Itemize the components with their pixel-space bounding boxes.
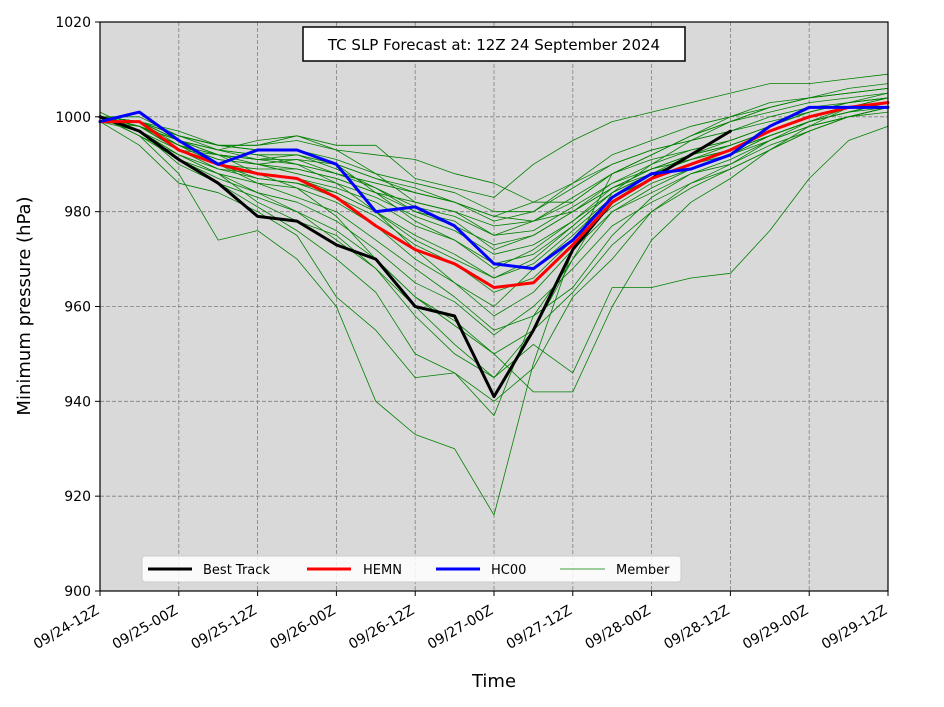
legend-label-hemn: HEMN	[363, 563, 402, 578]
member-line-23	[99, 97, 889, 217]
y-tick-label: 920	[64, 489, 91, 505]
member-lines	[99, 73, 889, 516]
x-axis: 09/24-12Z 09/25-00Z 09/25-12Z 09/26-00Z 09/2…	[31, 591, 890, 653]
x-tick-label: 09/27-00Z	[425, 603, 496, 653]
y-tick-label: 980	[64, 205, 91, 221]
member-line-27	[99, 97, 889, 246]
member-line-16	[99, 88, 889, 213]
member-line-19	[99, 102, 889, 317]
y-axis: 900 920 940 960 980 1000 1020	[55, 15, 100, 600]
x-tick-label: 09/29-00Z	[740, 603, 811, 653]
legend-label-member: Member	[616, 563, 670, 578]
series-line-hc00	[98, 105, 890, 271]
member-line-2	[99, 92, 889, 417]
x-tick-label: 09/26-00Z	[267, 603, 338, 653]
main-series-lines	[98, 101, 890, 399]
legend: Best Track HEMN HC00 Member	[141, 555, 682, 583]
member-line-7	[99, 111, 889, 379]
y-tick-label: 900	[64, 584, 91, 600]
legend-label-best-track: Best Track	[203, 563, 270, 578]
x-tick-label: 09/25-12Z	[189, 603, 260, 653]
member-line-1	[99, 88, 889, 516]
y-tick-label: 960	[64, 300, 91, 316]
x-tick-label: 09/24-12Z	[31, 603, 102, 653]
x-axis-label: Time	[471, 671, 516, 692]
member-line-3	[99, 97, 889, 402]
x-tick-label: 09/25-00Z	[110, 603, 181, 653]
y-tick-label: 1000	[55, 110, 91, 126]
x-tick-label: 09/28-00Z	[583, 603, 654, 653]
y-tick-label: 1020	[55, 15, 91, 31]
chart-title-box: TC SLP Forecast at: 12Z 24 September 202…	[302, 26, 686, 62]
y-tick-label: 940	[64, 394, 91, 410]
x-tick-label: 09/29-12Z	[819, 603, 890, 653]
x-tick-label: 09/27-12Z	[504, 603, 575, 653]
member-line-24	[99, 107, 889, 355]
x-tick-label: 09/26-12Z	[346, 603, 417, 653]
x-tick-label: 09/28-12Z	[661, 603, 732, 653]
y-axis-label: Minimum pressure (hPa)	[14, 196, 35, 415]
member-line-28	[99, 107, 889, 293]
legend-label-hc00: HC00	[491, 563, 526, 578]
chart-title: TC SLP Forecast at: 12Z 24 September 202…	[327, 36, 660, 54]
